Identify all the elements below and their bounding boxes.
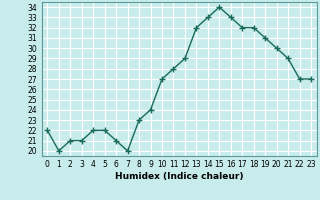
X-axis label: Humidex (Indice chaleur): Humidex (Indice chaleur) [115, 172, 244, 181]
